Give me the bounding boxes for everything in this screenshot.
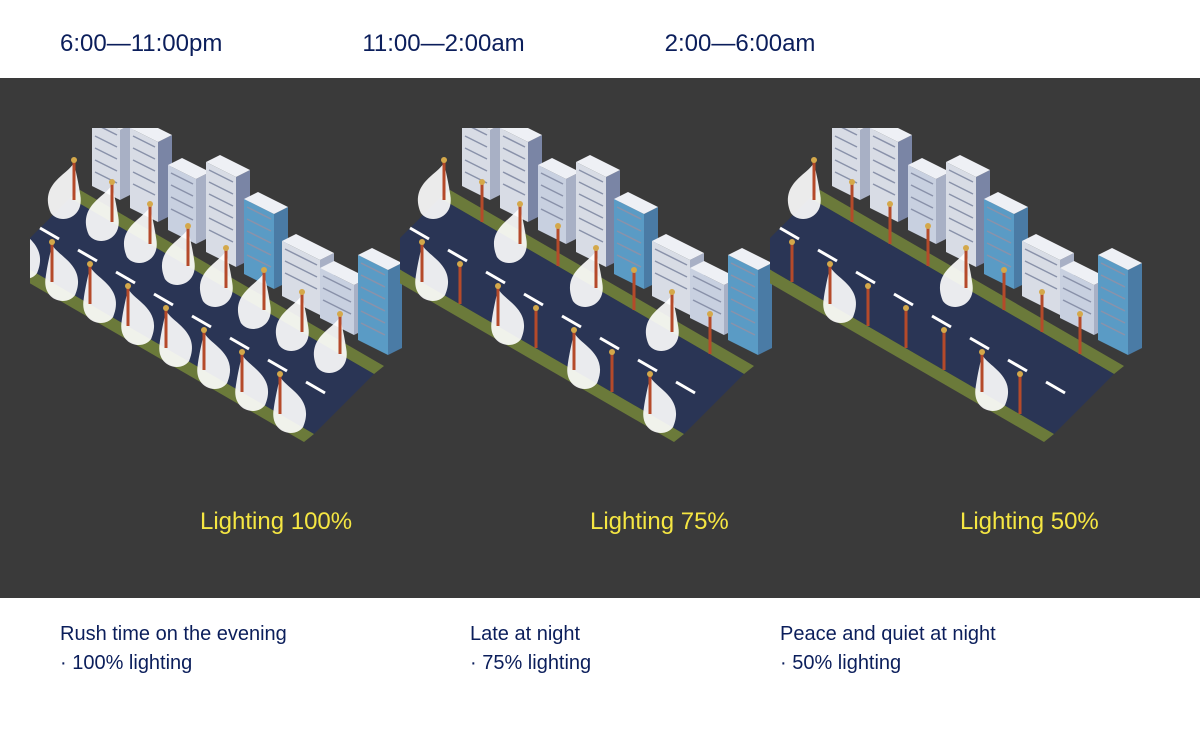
scene-50: [770, 128, 1190, 528]
footer-detail: · 75% lighting: [470, 652, 591, 675]
time-label-2: 11:00—2:00am: [362, 30, 524, 58]
footer-detail: · 50% lighting: [780, 652, 996, 675]
scene-75: [400, 128, 820, 528]
footer-title: Rush time on the evening: [60, 623, 287, 646]
time-label-1: 6:00—11:00pm: [60, 30, 222, 58]
lighting-label: Lighting 75%: [590, 508, 729, 536]
footer-title: Late at night: [470, 623, 591, 646]
scene-100: [30, 128, 450, 528]
footer-title: Peace and quiet at night: [780, 623, 996, 646]
lighting-label: Lighting 100%: [200, 508, 352, 536]
footer-col: Late at night · 75% lighting: [470, 623, 591, 675]
footer-detail: · 100% lighting: [60, 652, 287, 675]
header-row: 6:00—11:00pm 11:00—2:00am 2:00—6:00am: [0, 0, 1200, 78]
footer-col: Rush time on the evening · 100% lighting: [60, 623, 287, 675]
footer-row: Rush time on the evening · 100% lighting L…: [0, 598, 1200, 718]
lighting-label: Lighting 50%: [960, 508, 1099, 536]
time-label-3: 2:00—6:00am: [665, 30, 816, 58]
main-panel: Lighting 100% Lighting 75% Lighting 50%: [0, 78, 1200, 598]
footer-col: Peace and quiet at night · 50% lighting: [780, 623, 996, 675]
